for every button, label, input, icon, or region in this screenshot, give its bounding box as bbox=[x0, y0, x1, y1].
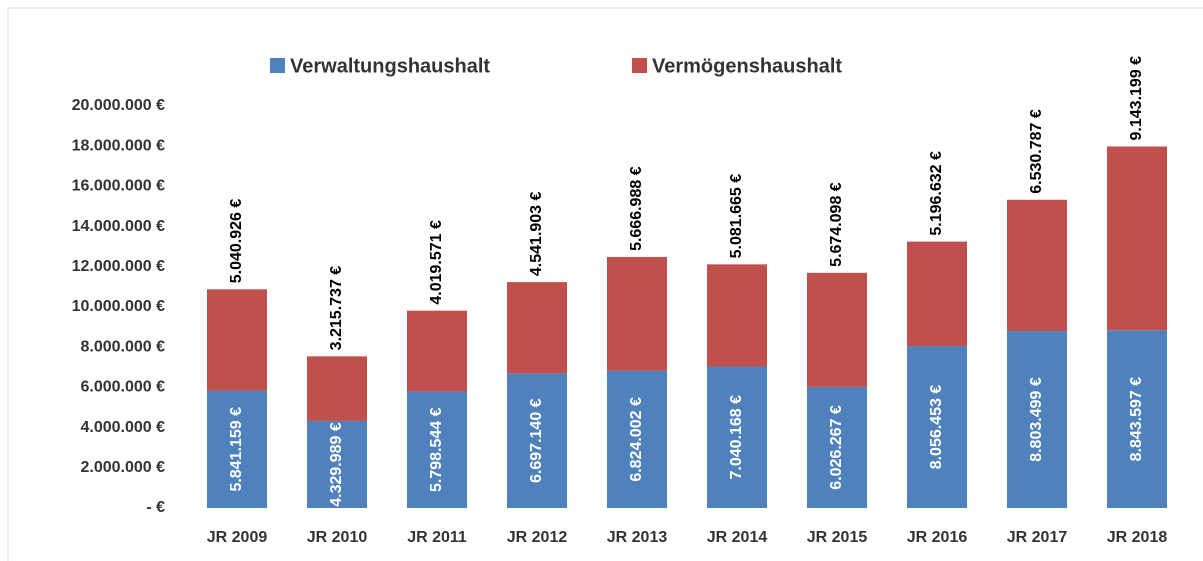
legend-swatch bbox=[632, 58, 647, 73]
data-label: 5.081.665 € bbox=[728, 174, 745, 259]
y-tick-label: 12.000.000 € bbox=[72, 258, 166, 275]
data-label: 3.215.737 € bbox=[328, 266, 345, 351]
bar-segment bbox=[507, 373, 567, 508]
data-label: 4.329.989 € bbox=[328, 422, 345, 507]
data-label: 5.798.544 € bbox=[428, 407, 445, 492]
y-tick-label: 18.000.000 € bbox=[72, 137, 166, 154]
y-tick-label: 10.000.000 € bbox=[72, 298, 166, 315]
data-label: 5.666.988 € bbox=[628, 166, 645, 251]
bar-segment bbox=[407, 391, 467, 508]
data-label: 4.541.903 € bbox=[528, 191, 545, 276]
y-tick-label: 2.000.000 € bbox=[80, 459, 165, 476]
bar-segment bbox=[707, 264, 767, 367]
data-label: 9.143.199 € bbox=[1128, 56, 1145, 141]
bar-segment bbox=[507, 282, 567, 374]
bar-segment bbox=[1007, 199, 1067, 332]
y-tick-label: 6.000.000 € bbox=[80, 379, 165, 396]
bar-segment bbox=[307, 356, 367, 421]
data-label: 8.056.453 € bbox=[928, 385, 945, 470]
bar-segment bbox=[307, 420, 367, 508]
bar-segment bbox=[907, 346, 967, 508]
x-tick-label: JR 2014 bbox=[707, 529, 768, 546]
x-tick-label: JR 2010 bbox=[307, 529, 368, 546]
x-tick-label: JR 2013 bbox=[607, 529, 668, 546]
data-label: 5.674.098 € bbox=[828, 182, 845, 267]
legend-swatch bbox=[270, 58, 285, 73]
x-tick-label: JR 2018 bbox=[1107, 529, 1168, 546]
data-label: 6.530.787 € bbox=[1028, 109, 1045, 194]
bar-segment bbox=[707, 366, 767, 508]
data-label: 5.196.632 € bbox=[928, 151, 945, 236]
y-tick-label: 14.000.000 € bbox=[72, 218, 166, 235]
chart-border bbox=[7, 7, 1203, 561]
data-label: 8.803.499 € bbox=[1028, 377, 1045, 462]
bar-segment bbox=[807, 272, 867, 387]
x-tick-label: JR 2011 bbox=[407, 529, 467, 546]
data-label: 4.019.571 € bbox=[428, 220, 445, 305]
data-label: 8.843.597 € bbox=[1128, 377, 1145, 462]
y-tick-label: 4.000.000 € bbox=[80, 419, 165, 436]
x-tick-label: JR 2015 bbox=[807, 529, 868, 546]
y-tick-label: - € bbox=[146, 499, 165, 516]
legend-label: Verwaltungshaushalt bbox=[290, 55, 490, 77]
bar-segment bbox=[1107, 330, 1167, 508]
data-label: 5.841.159 € bbox=[228, 407, 245, 492]
bar-segment bbox=[1107, 146, 1167, 331]
data-label: 5.040.926 € bbox=[228, 199, 245, 284]
data-label: 6.026.267 € bbox=[828, 405, 845, 490]
bar-segment bbox=[607, 256, 667, 371]
bar-segment bbox=[407, 310, 467, 392]
y-tick-label: 8.000.000 € bbox=[80, 338, 165, 355]
data-label: 7.040.168 € bbox=[728, 395, 745, 480]
x-tick-label: JR 2017 bbox=[1007, 529, 1068, 546]
bar-segment bbox=[207, 390, 267, 508]
bar-segment bbox=[807, 386, 867, 508]
bar-segment bbox=[907, 241, 967, 347]
bar-segment bbox=[1007, 331, 1067, 508]
y-tick-label: 16.000.000 € bbox=[72, 178, 166, 195]
data-label: 6.697.140 € bbox=[528, 398, 545, 483]
bar-segment bbox=[607, 370, 667, 508]
bar-segment bbox=[207, 289, 267, 391]
x-tick-label: JR 2016 bbox=[907, 529, 968, 546]
x-tick-label: JR 2012 bbox=[507, 529, 568, 546]
y-tick-label: 20.000.000 € bbox=[72, 97, 166, 114]
x-tick-label: JR 2009 bbox=[207, 529, 268, 546]
data-label: 6.824.002 € bbox=[628, 397, 645, 482]
legend-label: Vermögenshaushalt bbox=[652, 55, 842, 77]
